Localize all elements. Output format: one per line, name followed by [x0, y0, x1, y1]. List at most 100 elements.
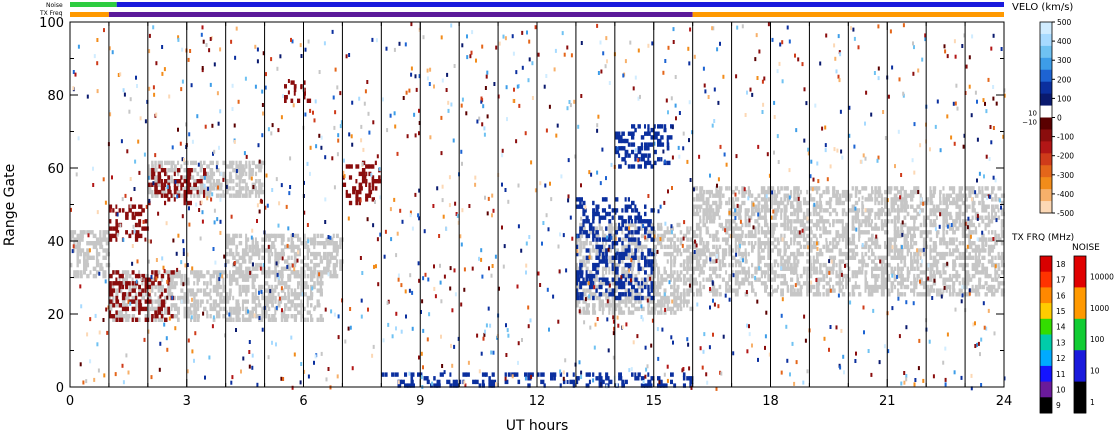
- echo-cell: [614, 241, 619, 246]
- speckle-cell: [205, 43, 208, 47]
- echo-cell: [614, 248, 619, 253]
- echo-cell: [618, 292, 622, 297]
- echo-cell: [585, 295, 590, 301]
- echo-cell: [819, 251, 824, 257]
- echo-cell: [588, 222, 593, 228]
- echo-cell: [631, 255, 636, 260]
- speckle-cell: [829, 288, 832, 293]
- echo-cell: [971, 284, 974, 290]
- echo-cell: [151, 317, 154, 322]
- echo-cell: [777, 284, 779, 290]
- echo-cell: [673, 303, 678, 308]
- speckle-cell: [900, 381, 903, 386]
- echo-cell: [627, 310, 632, 315]
- echo-cell: [640, 219, 645, 224]
- speckle-cell: [990, 140, 993, 145]
- echo-cell: [699, 266, 704, 271]
- echo-cell: [712, 270, 717, 275]
- echo-cell: [361, 175, 367, 180]
- echo-cell: [378, 175, 381, 180]
- echo-cell: [579, 241, 583, 246]
- echo-cell: [627, 219, 631, 224]
- echo-cell: [666, 273, 672, 279]
- speckle-cell: [131, 244, 134, 248]
- speckle-cell: [688, 283, 691, 288]
- echo-cell: [660, 303, 664, 308]
- echo-cell: [682, 248, 687, 253]
- echo-cell: [903, 292, 907, 297]
- speckle-cell: [597, 114, 600, 119]
- echo-cell: [108, 310, 111, 315]
- echo-cell: [410, 383, 415, 388]
- echo-cell: [618, 284, 623, 290]
- echo-cell: [871, 273, 876, 279]
- speckle-cell: [675, 116, 677, 121]
- speckle-cell: [450, 102, 453, 107]
- echo-cell: [183, 168, 188, 173]
- echo-cell: [371, 164, 375, 169]
- echo-cell: [180, 164, 183, 169]
- echo-cell: [955, 204, 960, 209]
- speckle-cell: [127, 299, 130, 304]
- echo-cell: [864, 277, 867, 282]
- echo-cell: [961, 233, 966, 239]
- echo-cell: [605, 259, 608, 264]
- echo-cell: [627, 244, 631, 250]
- echo-cell: [118, 208, 122, 213]
- echo-cell: [186, 310, 190, 315]
- speckle-cell: [817, 179, 820, 184]
- speckle-cell: [469, 54, 472, 59]
- speckle-cell: [455, 212, 458, 216]
- speckle-cell: [953, 39, 956, 44]
- echo-cell: [436, 383, 441, 388]
- echo-cell: [73, 270, 78, 275]
- echo-cell: [417, 372, 422, 377]
- echo-cell: [991, 248, 994, 253]
- echo-cell: [961, 226, 966, 231]
- echo-cell: [595, 233, 600, 239]
- speckle-cell: [414, 74, 417, 79]
- echo-cell: [637, 376, 640, 381]
- echo-cell: [991, 215, 995, 220]
- echo-cell: [115, 219, 118, 224]
- echo-cell: [147, 189, 152, 195]
- echo-cell: [965, 226, 968, 231]
- echo-cell: [134, 284, 138, 290]
- echo-cell: [251, 306, 256, 312]
- echo-cell: [770, 222, 775, 228]
- echo-cell: [981, 266, 985, 271]
- echo-cell: [961, 277, 965, 282]
- echo-cell: [731, 248, 734, 253]
- echo-cell: [728, 251, 731, 257]
- echo-cell: [790, 241, 793, 246]
- echo-cell: [699, 204, 703, 209]
- echo-cell: [199, 182, 204, 187]
- echo-cell: [971, 230, 975, 235]
- echo-cell: [627, 248, 631, 253]
- echo-cell: [640, 281, 644, 286]
- echo-cell: [608, 222, 613, 228]
- echo-cell: [767, 255, 772, 260]
- speckle-cell: [92, 166, 94, 171]
- speckle-cell: [663, 159, 666, 164]
- echo-cell: [618, 215, 623, 220]
- echo-cell: [916, 248, 921, 253]
- speckle-cell: [208, 355, 211, 360]
- echo-cell: [734, 248, 738, 253]
- echo-cell: [212, 179, 215, 184]
- echo-cell: [238, 273, 243, 279]
- echo-cell: [644, 211, 647, 217]
- speckle-cell: [371, 37, 374, 42]
- echo-cell: [624, 277, 628, 282]
- echo-cell: [790, 277, 794, 282]
- speckle-cell: [459, 234, 462, 239]
- echo-cell: [112, 317, 116, 322]
- speckle-cell: [772, 209, 775, 214]
- echo-cell: [225, 189, 229, 195]
- speckle-cell: [715, 386, 718, 391]
- echo-cell: [261, 292, 264, 297]
- speckle-cell: [428, 312, 431, 317]
- echo-cell: [991, 219, 994, 224]
- echo-cell: [358, 186, 363, 191]
- echo-cell: [601, 255, 605, 260]
